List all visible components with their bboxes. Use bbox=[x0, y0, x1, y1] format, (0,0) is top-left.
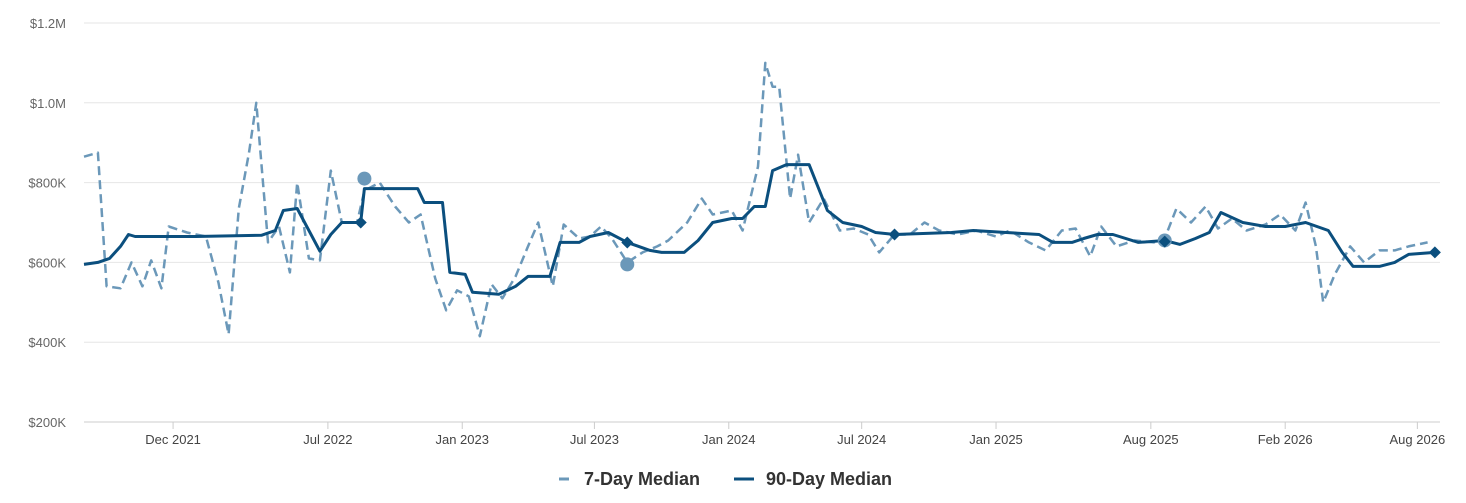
7-day-median-line[interactable] bbox=[83, 61, 1428, 338]
7-day-median-marker[interactable] bbox=[620, 257, 635, 272]
x-tick-label: Jan 2023 bbox=[435, 432, 489, 447]
legend-item-90-day-median[interactable]: 90-Day Median bbox=[734, 469, 892, 489]
legend-item-7-day-median[interactable]: 7-Day Median bbox=[559, 469, 700, 489]
series-lines bbox=[83, 61, 1436, 338]
90-day-median-line[interactable] bbox=[83, 163, 1436, 296]
90-day-median-marker[interactable] bbox=[621, 236, 634, 249]
x-tick-label: Aug 2025 bbox=[1123, 432, 1179, 447]
7-day-median-marker[interactable] bbox=[357, 171, 372, 186]
y-tick-label: $600K bbox=[28, 255, 66, 270]
90-day-median-marker[interactable] bbox=[1158, 235, 1171, 248]
x-tick-label: Feb 2026 bbox=[1258, 432, 1313, 447]
x-tick-label: Jul 2023 bbox=[570, 432, 619, 447]
x-axis-ticks: Dec 2021 Jul 2022 Jan 2023 Jul 2023 Jan 2024… bbox=[145, 422, 1445, 447]
y-axis-ticks: $200K $400K $600K $800K $1.0M $1.2M bbox=[28, 16, 66, 430]
y-tick-label: $1.0M bbox=[30, 96, 66, 111]
y-tick-label: $400K bbox=[28, 335, 66, 350]
legend-label: 7-Day Median bbox=[584, 469, 700, 489]
y-tick-label: $800K bbox=[28, 176, 66, 191]
legend-label: 90-Day Median bbox=[766, 469, 892, 489]
x-tick-label: Jan 2025 bbox=[969, 432, 1023, 447]
x-tick-label: Jan 2024 bbox=[702, 432, 756, 447]
x-tick-label: Aug 2026 bbox=[1390, 432, 1446, 447]
series-markers bbox=[354, 171, 1441, 272]
y-tick-label: $1.2M bbox=[30, 16, 66, 31]
90-day-median-marker[interactable] bbox=[888, 228, 901, 241]
x-tick-label: Jul 2024 bbox=[837, 432, 886, 447]
x-tick-label: Dec 2021 bbox=[145, 432, 201, 447]
90-day-median-marker[interactable] bbox=[354, 216, 367, 229]
90-day-median-marker[interactable] bbox=[1428, 246, 1441, 259]
grid-lines bbox=[84, 22, 1440, 343]
legend[interactable]: 7-Day Median 90-Day Median bbox=[559, 469, 892, 489]
y-tick-label: $200K bbox=[28, 415, 66, 430]
x-tick-label: Jul 2022 bbox=[303, 432, 352, 447]
